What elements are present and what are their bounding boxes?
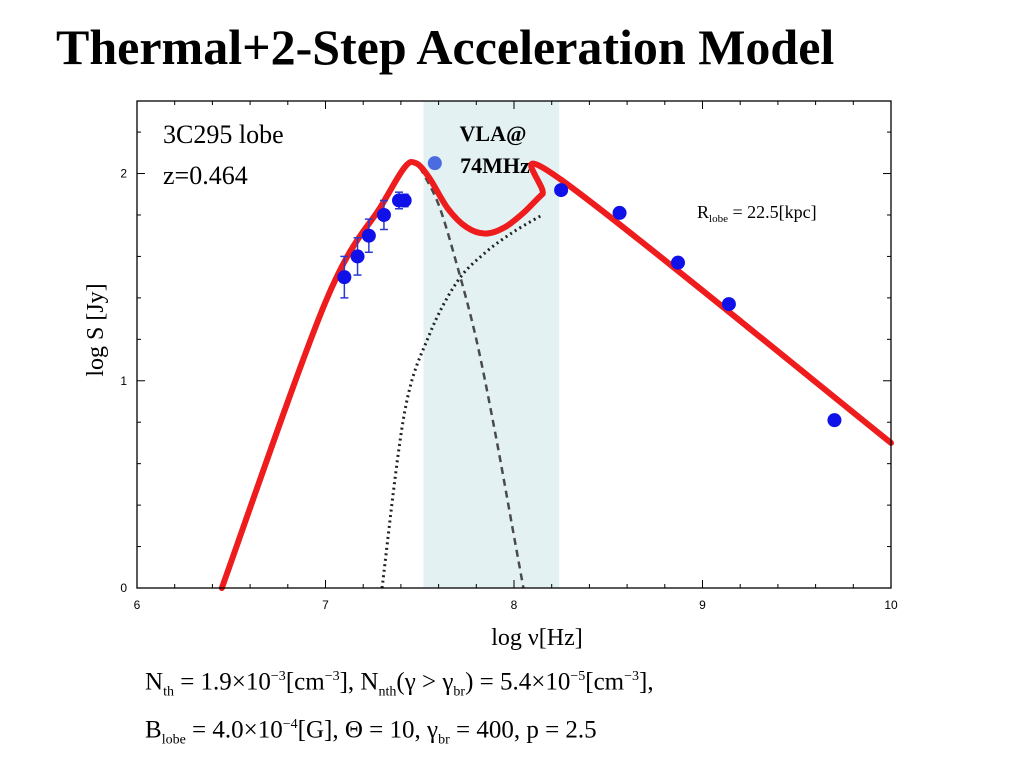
formula-line-2: Blobe = 4.0×10−4[G], Θ = 10, γbr = 400, …: [145, 716, 597, 748]
data-points: [337, 156, 842, 428]
x-tick-label: 10: [884, 598, 898, 612]
data-point: [612, 205, 627, 220]
x-tick-label: 6: [134, 598, 141, 612]
y-tick-label: 1: [120, 374, 127, 388]
source-label: 3C295 lobe: [163, 120, 284, 149]
band-label-1: VLA@: [460, 121, 527, 146]
y-tick-label: 0: [120, 581, 127, 595]
nonthermal-component-curve: [380, 213, 544, 589]
thermal-component-curve: [418, 166, 525, 589]
x-tick-label: 8: [511, 598, 518, 612]
sed-chart: 6 7 8 9 10 0 1 2 log ν[Hz] log S [Jy] 3C295 lo…: [83, 100, 898, 651]
y-tick-labels: 0 1 2: [120, 167, 127, 595]
y-tick-label: 2: [120, 167, 127, 181]
plot-frame: [136, 100, 892, 589]
model-curves: [218, 158, 894, 591]
data-point: [337, 270, 352, 285]
data-point: [397, 193, 412, 208]
x-tick-label: 7: [322, 598, 329, 612]
x-tick-labels: 6 7 8 9 10: [134, 598, 898, 612]
x-tick-label: 9: [699, 598, 706, 612]
x-axis-label: log ν[Hz]: [491, 625, 583, 651]
slide-title: Thermal+2-Step Acceleration Model: [56, 19, 835, 75]
data-point: [554, 183, 569, 198]
band-label-2: 74MHz: [460, 153, 530, 178]
data-point: [721, 297, 736, 312]
radius-label: Rlobe = 22.5[kpc]: [697, 202, 817, 225]
data-point: [827, 413, 842, 428]
redshift-label: z=0.464: [163, 161, 248, 190]
data-point: [670, 255, 685, 270]
data-point: [376, 207, 391, 222]
formula-line-1: Nth = 1.9×10−3[cm−3], Nnth(γ > γbr) = 5.…: [145, 668, 654, 700]
data-point: [361, 228, 376, 243]
data-point: [350, 249, 365, 264]
total-model-curve: [218, 158, 894, 591]
y-axis-label: log S [Jy]: [83, 283, 109, 376]
vla-74mhz-point: [427, 156, 442, 171]
